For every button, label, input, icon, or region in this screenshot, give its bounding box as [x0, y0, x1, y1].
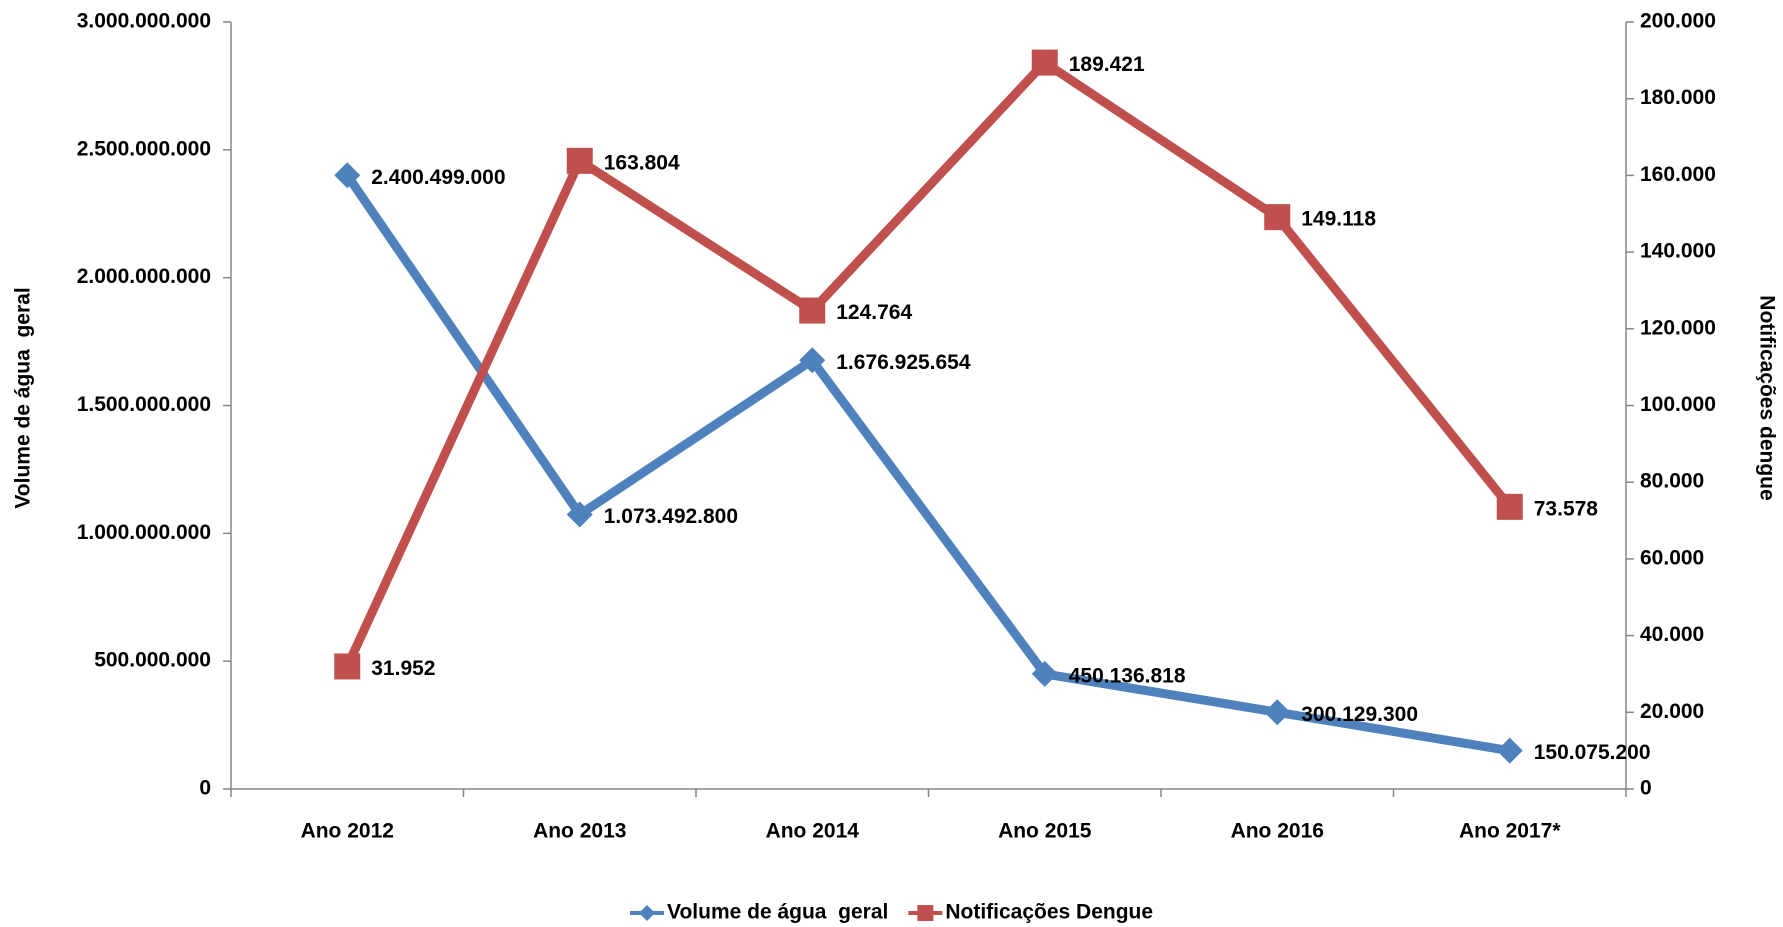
y2-tick-label: 100.000: [1640, 393, 1716, 416]
data-label: 300.129.300: [1301, 703, 1418, 726]
x-tick-label: Ano 2016: [1231, 820, 1324, 843]
x-tick-label: Ano 2017*: [1459, 820, 1561, 843]
data-point: [1031, 660, 1058, 687]
legend-label: Notificações Dengue: [945, 901, 1153, 924]
data-label: 150.075.200: [1534, 741, 1651, 764]
data-label: 31.952: [371, 657, 435, 680]
y2-tick-label: 200.000: [1640, 10, 1716, 33]
data-point: [1264, 204, 1291, 231]
data-label: 1.073.492.800: [604, 505, 738, 528]
legend-marker: [639, 905, 655, 921]
data-label: 163.804: [604, 151, 680, 174]
data-point: [334, 162, 361, 189]
series-line: [343, 58, 1514, 669]
y2-tick-label: 60.000: [1640, 546, 1704, 569]
y-tick-label: 2.000.000.000: [77, 265, 211, 288]
x-tick-label: Ano 2015: [998, 820, 1092, 843]
data-label: 450.136.818: [1069, 664, 1186, 687]
y2-tick-label: 180.000: [1640, 86, 1716, 109]
y-axis-title: Volume de água geral: [12, 287, 35, 508]
y-tick-label: 0: [199, 777, 211, 800]
y2-tick-label: 20.000: [1640, 700, 1704, 723]
data-point: [1496, 737, 1523, 764]
y2-axis-title: Notificações dengue: [1755, 295, 1778, 500]
y2-tick-label: 80.000: [1640, 470, 1704, 493]
x-tick-label: Ano 2012: [301, 820, 394, 843]
data-point: [799, 347, 826, 374]
data-label: 124.764: [836, 301, 912, 324]
x-tick-label: Ano 2014: [766, 820, 860, 843]
data-point: [1031, 49, 1058, 76]
y-tick-label: 500.000.000: [94, 649, 211, 672]
data-point: [1496, 493, 1523, 520]
data-label: 189.421: [1069, 53, 1145, 76]
legend-label: Volume de água geral: [667, 901, 888, 924]
data-label: 2.400.499.000: [371, 166, 505, 189]
y2-tick-label: 160.000: [1640, 163, 1716, 186]
data-point: [334, 653, 361, 680]
x-tick-label: Ano 2013: [533, 820, 626, 843]
series-line: [343, 172, 1511, 756]
y2-tick-label: 40.000: [1640, 623, 1704, 646]
y-tick-label: 1.500.000.000: [77, 393, 211, 416]
y-tick-label: 2.500.000.000: [77, 137, 211, 160]
y2-tick-label: 120.000: [1640, 316, 1716, 339]
y2-tick-label: 140.000: [1640, 240, 1716, 263]
y2-tick-label: 0: [1640, 777, 1652, 800]
y-tick-label: 3.000.000.000: [77, 10, 211, 33]
data-label: 1.676.925.654: [836, 351, 971, 374]
data-label: 73.578: [1534, 497, 1599, 520]
data-label: 149.118: [1301, 208, 1376, 231]
y-tick-label: 1.000.000.000: [77, 521, 211, 544]
data-point: [566, 147, 593, 174]
data-point: [799, 297, 826, 324]
data-point: [566, 501, 593, 528]
data-point: [1264, 699, 1291, 726]
legend-marker: [917, 905, 934, 921]
